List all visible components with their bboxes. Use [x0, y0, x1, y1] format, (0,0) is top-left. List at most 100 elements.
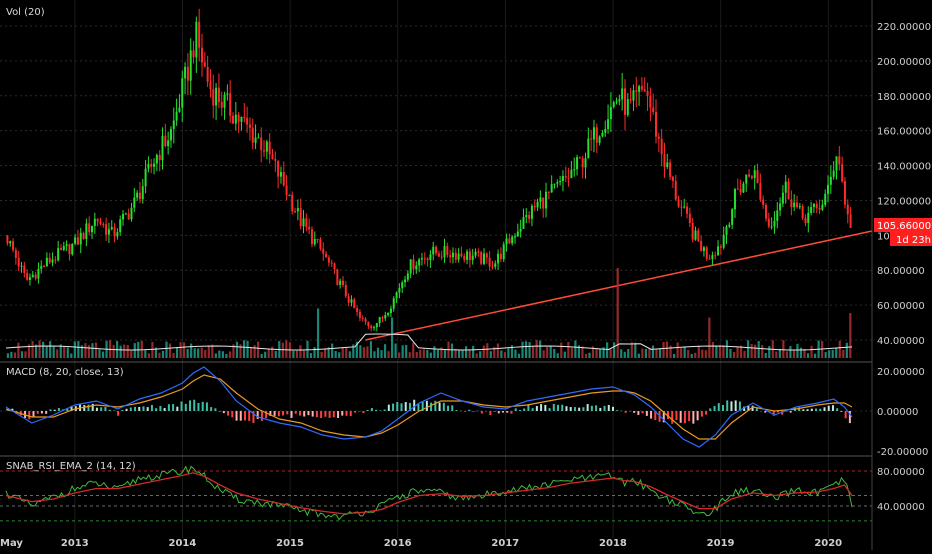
candle-body: [640, 86, 643, 90]
volume-bar: [588, 352, 591, 358]
volume-bar: [620, 349, 623, 358]
candle-body: [387, 313, 390, 316]
time-axis-tick: 2018: [599, 538, 627, 549]
candle-body: [773, 220, 776, 227]
macd-histogram-bar: [573, 407, 576, 411]
macd-histogram-bar: [269, 411, 272, 416]
macd-histogram-bar: [620, 410, 623, 412]
rsi-pane-label: SNAB_RSI_EMA_2 (14, 12): [6, 461, 136, 472]
volume-bar: [694, 352, 697, 358]
volume-bar: [648, 347, 651, 358]
volume-bar: [362, 347, 365, 358]
macd-histogram-bar: [294, 411, 297, 414]
candle-body: [133, 197, 136, 208]
volume-bar: [669, 345, 672, 358]
macd-histogram-bar: [332, 411, 335, 418]
macd-histogram-bar: [751, 405, 754, 411]
volume-bar: [183, 342, 186, 358]
candle-body: [646, 91, 649, 96]
macd-histogram-bar: [28, 411, 31, 420]
macd-histogram-bar: [260, 411, 263, 421]
volume-bar: [591, 346, 595, 358]
candle-body: [491, 266, 494, 268]
macd-histogram-bar: [11, 408, 14, 411]
macd-histogram-bar: [438, 402, 441, 411]
volume-bar: [376, 347, 380, 358]
volume-bar: [341, 347, 344, 358]
price-tag: 105.66000 1d 23h: [874, 218, 932, 246]
candle-body: [91, 225, 94, 232]
candle-body: [418, 259, 421, 266]
macd-histogram-bar: [184, 403, 187, 411]
macd-histogram-bar: [772, 411, 775, 416]
candle-body: [801, 206, 804, 219]
candle-body: [45, 257, 48, 267]
macd-histogram-bar: [311, 411, 314, 417]
candle-body: [254, 137, 257, 143]
candle-body: [832, 170, 835, 177]
volume-bar: [715, 345, 718, 358]
candle-body: [688, 213, 691, 223]
candle-body: [186, 66, 189, 81]
macd-histogram-bar: [337, 411, 340, 419]
macd-histogram-bar: [108, 409, 111, 411]
candle-body: [175, 111, 178, 121]
candle-body: [432, 246, 435, 255]
candle-body: [508, 238, 511, 244]
candle-body: [460, 253, 463, 257]
macd-histogram-bar: [315, 411, 318, 418]
candle-body: [305, 218, 308, 227]
volume-bar: [309, 353, 313, 358]
candle-body: [604, 129, 607, 133]
macd-histogram-bar: [827, 405, 830, 411]
volume-bar: [789, 346, 792, 358]
candle-body: [28, 277, 31, 281]
macd-histogram-bar: [552, 403, 555, 411]
volume-bar: [468, 349, 471, 358]
candle-body: [223, 94, 226, 108]
candle-body: [530, 205, 533, 219]
candle-body: [714, 255, 717, 257]
macd-histogram-bar: [721, 404, 724, 411]
volume-bar: [260, 353, 263, 358]
candle-body: [609, 106, 612, 120]
macd-histogram-bar: [104, 407, 107, 411]
volume-bar: [59, 344, 62, 358]
candle-body: [674, 180, 677, 200]
candle-body: [454, 252, 457, 260]
candle-body: [717, 246, 720, 256]
volume-bar: [257, 341, 260, 358]
candle-body: [240, 116, 243, 122]
candle-body: [669, 162, 672, 177]
candle-body: [277, 160, 280, 177]
candle-body: [525, 215, 528, 218]
macd-histogram-bar: [370, 408, 373, 411]
candle-body: [767, 218, 770, 227]
macd-histogram-bar: [468, 409, 471, 411]
volume-bar: [369, 341, 373, 358]
candle-body: [263, 150, 266, 152]
volume-bar: [768, 346, 771, 358]
volume-bar: [701, 349, 704, 358]
candle-body: [229, 93, 232, 116]
macd-histogram-bar: [848, 411, 851, 424]
macd-histogram-bar: [666, 411, 669, 420]
macd-histogram-bar: [641, 411, 644, 414]
volume-bar: [91, 343, 94, 358]
macd-histogram-bar: [633, 411, 636, 413]
macd-histogram-bar: [502, 411, 505, 413]
candle-body: [423, 258, 426, 260]
macd-histogram-bar: [79, 403, 82, 411]
macd-histogram-bar: [328, 411, 331, 418]
macd-histogram-bar: [138, 406, 141, 411]
candle-body: [725, 226, 728, 235]
candle-body: [169, 129, 172, 141]
macd-histogram-bar: [709, 408, 712, 411]
price-axis-tick: 180.00000: [877, 92, 931, 103]
candle-body: [88, 223, 91, 232]
macd-histogram-bar: [176, 406, 179, 411]
volume-bar: [345, 347, 348, 358]
volume-bar: [577, 345, 581, 358]
